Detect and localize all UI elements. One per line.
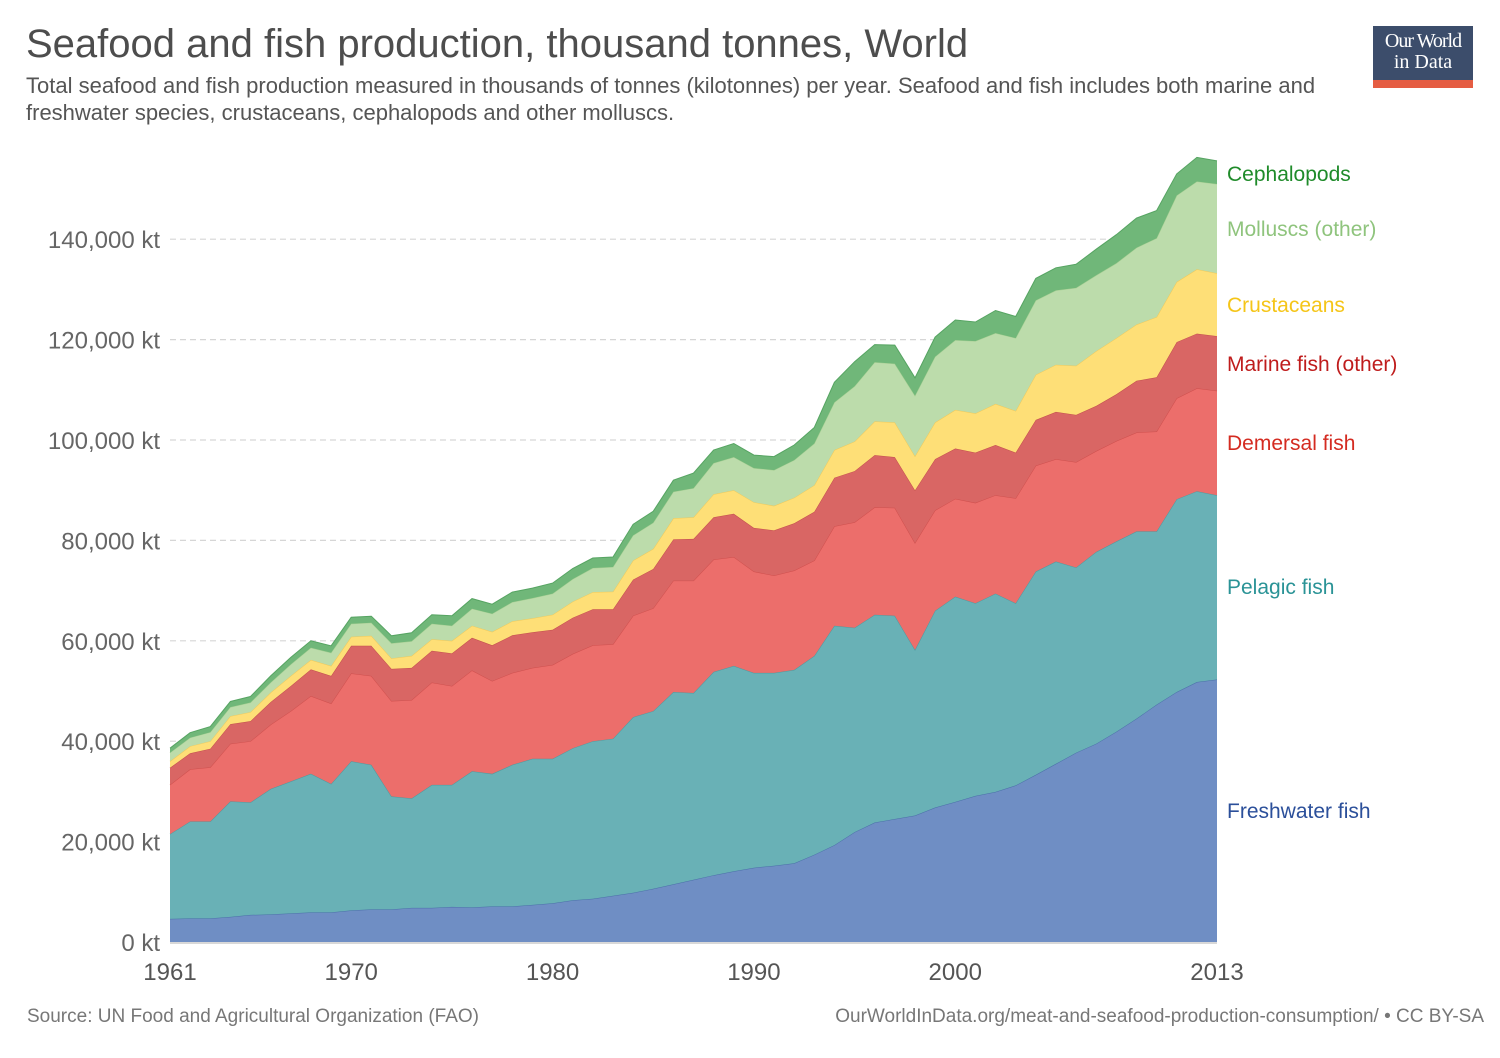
y-tick-label: 40,000 kt — [61, 729, 160, 756]
x-tick-label: 1970 — [325, 959, 378, 986]
area-marine-fish-other[interactable] — [170, 333, 1217, 785]
area-layers — [169, 156, 1218, 944]
x-tick-label: 2013 — [1190, 959, 1243, 986]
series-label[interactable]: Marine fish (other) — [1227, 353, 1397, 376]
y-tick-label: 20,000 kt — [61, 830, 160, 857]
x-axis: 1961 1970 1980 1990 2000 2013 — [143, 959, 1243, 986]
source-note: Source: UN Food and Agricultural Organiz… — [27, 1006, 479, 1027]
x-tick-label: 1990 — [727, 959, 780, 986]
y-tick-label: 0 kt — [121, 930, 160, 957]
y-axis: 0 kt 20,000 kt 40,000 kt 60,000 kt 80,000 kt… — [48, 227, 160, 957]
y-tick-label: 100,000 kt — [48, 428, 160, 455]
series-label[interactable]: Cephalopods — [1227, 163, 1351, 186]
x-tick-label: 2000 — [929, 959, 982, 986]
logo-line-1: Our World — [1384, 30, 1462, 52]
owid-logo[interactable]: Our World in Data — [1373, 26, 1473, 88]
series-label[interactable]: Pelagic fish — [1227, 576, 1334, 599]
chart-title: Seafood and fish production, thousand to… — [26, 22, 969, 66]
series-label[interactable]: Molluscs (other) — [1227, 218, 1376, 241]
area-pelagic-fish[interactable] — [170, 491, 1217, 919]
logo-accent-bar — [1373, 80, 1473, 88]
area-crustaceans[interactable] — [170, 269, 1217, 768]
source-url-link[interactable]: OurWorldInData.org/meat-and-seafood-prod… — [835, 1006, 1484, 1027]
chart-subtitle: Total seafood and fish production measur… — [26, 73, 1316, 125]
y-tick-label: 80,000 kt — [61, 528, 160, 555]
logo-line-2: in Data — [1393, 51, 1453, 73]
x-tick-label: 1980 — [526, 959, 579, 986]
series-label[interactable]: Crustaceans — [1227, 294, 1345, 317]
x-tick-label: 1961 — [143, 959, 196, 986]
area-edge-line — [169, 156, 1218, 749]
series-label[interactable]: Freshwater fish — [1227, 800, 1371, 823]
y-tick-label: 140,000 kt — [48, 227, 160, 254]
y-tick-label: 60,000 kt — [61, 629, 160, 656]
y-tick-label: 120,000 kt — [48, 328, 160, 355]
series-label[interactable]: Demersal fish — [1227, 432, 1355, 455]
area-freshwater-fish[interactable] — [170, 679, 1217, 943]
area-demersal-fish[interactable] — [170, 388, 1217, 835]
series-labels: Freshwater fish Pelagic fish Demersal fish… — [1227, 163, 1397, 823]
